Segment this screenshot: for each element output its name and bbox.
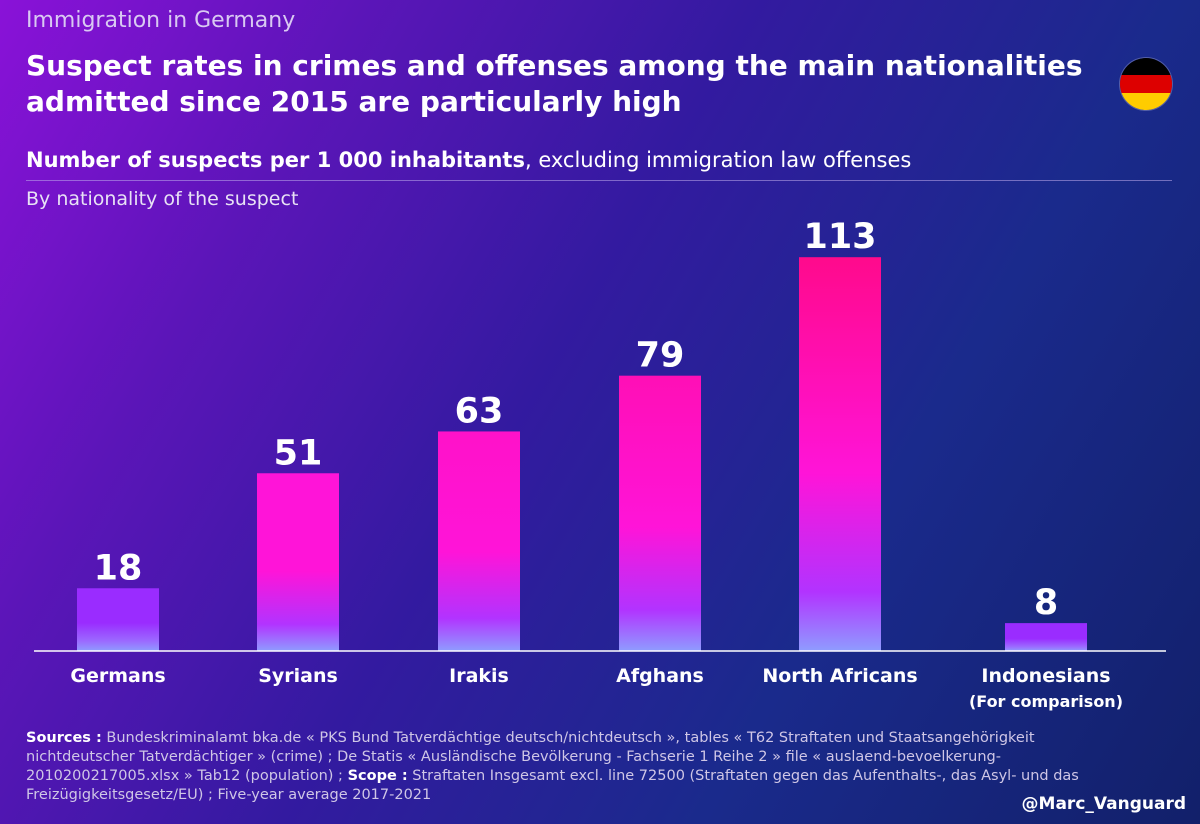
sources-label: Sources : (26, 730, 102, 746)
category-note: (For comparison) (969, 692, 1123, 711)
german-flag-icon (1120, 58, 1172, 110)
sources-text: Bundeskriminalamt bka.de « PKS Bund Tatv… (26, 730, 1035, 784)
category-label-irakis: Irakis (449, 665, 509, 687)
scope-label: Scope : (347, 768, 408, 784)
category-label-syrians: Syrians (258, 665, 338, 687)
scope-text: Straftaten Insgesamt excl. line 72500 (S… (26, 768, 1079, 803)
kicker-title: Immigration in Germany (26, 8, 296, 33)
value-label-indonesians: 8 (1034, 583, 1058, 623)
flag-stripe-red (1120, 75, 1172, 93)
value-label-irakis: 63 (455, 391, 504, 431)
bar-north-africans (799, 257, 881, 651)
bar-germans (77, 588, 159, 651)
chart-title: Suspect rates in crimes and offenses amo… (26, 49, 1083, 118)
author-handle: @Marc_Vanguard (1021, 794, 1186, 814)
value-label-syrians: 51 (274, 433, 323, 473)
subtitle-rest: , excluding immigration law offenses (524, 148, 912, 172)
bar-afghans (619, 375, 701, 651)
bar-indonesians (1005, 623, 1087, 651)
bar-irakis (438, 431, 520, 651)
value-label-germans: 18 (94, 548, 143, 588)
header-divider (26, 180, 1172, 181)
bar-syrians (257, 473, 339, 651)
category-label-north-africans: North Africans (762, 665, 917, 687)
chart-byline: By nationality of the suspect (26, 188, 299, 210)
category-label-afghans: Afghans (616, 665, 704, 687)
category-label-germans: Germans (70, 665, 165, 687)
chart-subtitle: Number of suspects per 1 000 inhabitants… (26, 148, 911, 172)
value-label-afghans: 79 (636, 336, 685, 376)
flag-stripe-gold (1120, 92, 1172, 110)
flag-stripe-black (1120, 58, 1172, 76)
sources-footer: Sources : Bundeskriminalamt bka.de « PKS… (26, 729, 1136, 805)
value-label-north-africans: 113 (803, 217, 876, 257)
subtitle-bold: Number of suspects per 1 000 inhabitants (26, 148, 525, 172)
category-label-indonesians: Indonesians (981, 665, 1110, 687)
